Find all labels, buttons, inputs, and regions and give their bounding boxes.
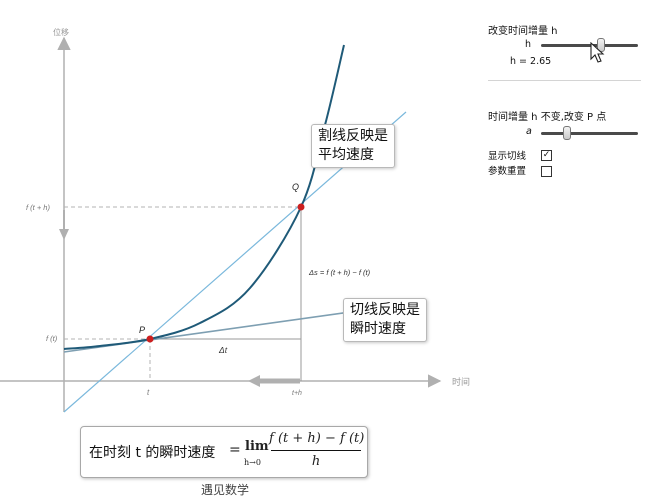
- section-title-p: 时间增量 h 不变,改变 P 点: [488, 112, 607, 123]
- formula-lim: lim: [245, 439, 269, 454]
- point-p-label: P: [139, 325, 145, 335]
- watermark-caption: 遇见数学: [200, 483, 249, 497]
- a-slider-track: [541, 132, 638, 135]
- panel-divider: [488, 80, 641, 81]
- mouse-pointer-icon: [590, 42, 605, 63]
- secant-callout-line1: 割线反映是: [318, 128, 388, 144]
- tangent-callout: 切线反映是 瞬时速度: [343, 298, 427, 342]
- tick-label-t-plus-h: t+h: [292, 390, 302, 397]
- x-axis-label: 时间: [452, 376, 470, 387]
- h-slider[interactable]: [541, 38, 638, 52]
- formula-box: 在时刻 t 的瞬时速度 = lim h→0 f (t + h) − f (t) …: [80, 426, 368, 478]
- h-slider-thumb[interactable]: [597, 38, 606, 52]
- h-slider-label: h: [525, 39, 532, 50]
- label-f-t: f (t): [46, 334, 58, 343]
- h-value-readout: h = 2.65: [510, 56, 552, 67]
- position-curve: [63, 44, 345, 350]
- x-drag-handle[interactable]: [248, 375, 300, 387]
- point-q[interactable]: [297, 203, 305, 211]
- show-tangent-label: 显示切线: [488, 151, 527, 162]
- formula-denominator: h: [311, 454, 321, 469]
- label-f-t-plus-h: f (t + h): [26, 203, 50, 212]
- y-drag-handle[interactable]: [59, 210, 69, 240]
- control-panel: 改变时间增量 h h h = 2.65 时间增量 h 不变,改变 P 点 a 显…: [478, 0, 647, 200]
- section-title-h: 改变时间增量 h: [488, 26, 558, 37]
- point-p[interactable]: [146, 335, 154, 343]
- formula-prefix: 在时刻 t 的瞬时速度: [89, 445, 216, 461]
- tick-label-t: t: [147, 388, 150, 397]
- secant-callout-line2: 平均速度: [318, 147, 374, 163]
- secant-callout: 割线反映是 平均速度: [311, 124, 395, 168]
- point-q-label: Q: [292, 182, 299, 192]
- formula-fraction-bar: [271, 450, 361, 451]
- formula-equals: =: [229, 442, 241, 458]
- reset-checkbox[interactable]: [541, 166, 552, 177]
- delta-t-label: Δt: [218, 345, 228, 355]
- a-slider[interactable]: [541, 126, 638, 140]
- a-slider-label: a: [526, 126, 532, 137]
- delta-s-label: Δs = f (t + h) − f (t): [308, 268, 371, 277]
- formula-numerator: f (t + h) − f (t): [269, 431, 365, 446]
- h-slider-track: [541, 44, 638, 47]
- a-slider-thumb[interactable]: [563, 126, 572, 140]
- y-axis-label: 位移: [53, 27, 69, 37]
- formula-lim-subscript: h→0: [244, 458, 261, 467]
- plot-area: 位移 时间 f (t + h) f (t) t t+h Δt Δs = f (t…: [0, 27, 470, 413]
- tangent-callout-line1: 切线反映是: [350, 302, 420, 318]
- reset-label: 参数重置: [488, 166, 527, 177]
- show-tangent-checkbox[interactable]: ✓: [541, 150, 552, 161]
- tangent-callout-line2: 瞬时速度: [350, 321, 406, 337]
